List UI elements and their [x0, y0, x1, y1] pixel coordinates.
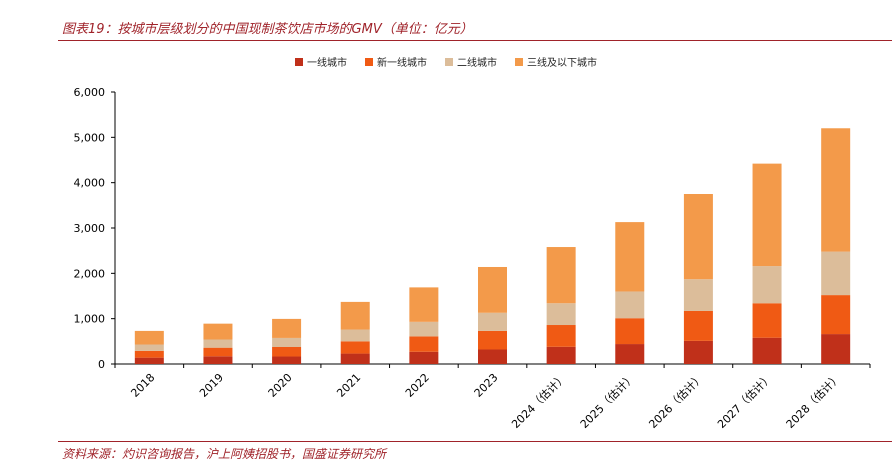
source-note: 资料来源：灼识咨询报告，沪上阿姨招股书，国盛证券研究所 [62, 447, 387, 461]
legend-label-tier2: 二线城市 [457, 58, 497, 69]
bar-segment-tier2 [752, 266, 782, 304]
bar-segment-tier2 [615, 291, 645, 319]
bar-segment-tier1 [478, 349, 507, 364]
bar-segment-newtier1 [478, 330, 507, 350]
bar-segment-tier3 [340, 301, 370, 330]
bar-segment-tier1 [683, 340, 713, 364]
bar-segment-tier2 [203, 339, 233, 348]
x-tick-label: 2026（估计） [646, 371, 706, 431]
bar-segment-tier1 [272, 356, 302, 364]
x-tick-label: 2028（估计） [784, 371, 844, 431]
bar-segment-tier3 [409, 287, 439, 322]
bar-segment-tier2 [272, 337, 302, 347]
legend-swatch-newtier1 [365, 57, 373, 66]
legend-label-newtier1: 新一线城市 [377, 58, 427, 69]
bar-segment-tier3 [134, 330, 164, 345]
bar-segment-tier1 [134, 357, 164, 364]
x-tick-label: 2018 [128, 371, 157, 400]
bar-segment-tier3 [752, 163, 782, 267]
legend-swatch-tier3 [515, 57, 523, 66]
bar-segment-tier2 [821, 251, 851, 296]
bar-segment-newtier1 [203, 347, 233, 357]
x-tick-label: 2020 [266, 371, 295, 400]
bar-segment-newtier1 [615, 318, 645, 345]
bar-segment-tier3 [203, 323, 233, 340]
x-tick-label: 2021 [334, 371, 363, 400]
x-tick-label: 2024（估计） [509, 371, 569, 431]
y-tick-label: 1,000 [74, 313, 106, 326]
x-tick-label: 2025（估计） [578, 371, 638, 431]
bar-segment-newtier1 [134, 350, 164, 358]
bar-segment-tier3 [821, 128, 851, 252]
bar-segment-tier1 [615, 344, 645, 364]
bar-segment-tier2 [409, 321, 439, 337]
bar-segment-tier1 [752, 337, 782, 364]
legend-swatch-tier1 [295, 57, 303, 66]
legend: 一线城市 新一线城市 二线城市 三线及以下城市 [0, 54, 892, 69]
y-tick-label: 2,000 [74, 267, 106, 280]
bar-segment-tier1 [409, 351, 439, 364]
legend-swatch-tier2 [445, 57, 453, 66]
chart-title: 图表19：按城市层级划分的中国现制茶饮店市场的GMV（单位：亿元） [62, 22, 473, 37]
x-tick-label: 2027（估计） [715, 371, 775, 431]
y-tick-label: 5,000 [74, 131, 106, 144]
y-tick-label: 0 [98, 358, 105, 371]
bar-segment-tier3 [478, 266, 507, 313]
y-tick-label: 3,000 [74, 222, 106, 235]
bar-segment-tier3 [615, 222, 645, 292]
legend-label-tier3: 三线及以下城市 [527, 58, 597, 69]
bar-segment-tier2 [546, 303, 576, 326]
bar-segment-tier2 [478, 312, 507, 331]
bar-segment-tier2 [683, 279, 713, 311]
bar-segment-newtier1 [752, 303, 782, 338]
bar-segment-tier3 [546, 247, 576, 304]
bar-segment-newtier1 [821, 295, 851, 335]
title-rule [58, 40, 892, 41]
bar-segment-tier1 [821, 334, 851, 364]
bar-segment-newtier1 [272, 347, 302, 357]
x-tick-label: 2019 [197, 371, 226, 400]
bar-segment-tier2 [134, 344, 164, 351]
y-tick-label: 4,000 [74, 177, 106, 190]
legend-item-tier1: 一线城市 [295, 54, 347, 69]
bar-segment-tier3 [683, 194, 713, 280]
legend-label-tier1: 一线城市 [307, 58, 347, 69]
y-tick-label: 6,000 [74, 86, 106, 99]
source-rule [58, 441, 892, 442]
x-tick-label: 2023 [472, 371, 501, 400]
bar-segment-newtier1 [546, 325, 576, 347]
bar-segment-tier1 [546, 346, 576, 364]
bar-segment-tier3 [272, 318, 302, 338]
stacked-bar-chart: 0 1,000 2,000 3,000 4,000 5,000 6,000 2018 2019 2… [74, 86, 871, 431]
bar-segment-newtier1 [409, 336, 439, 352]
bar-segment-newtier1 [683, 310, 713, 341]
legend-item-newtier1: 新一线城市 [365, 54, 427, 69]
bar-segment-tier1 [340, 353, 370, 364]
bar-segment-newtier1 [340, 341, 370, 354]
legend-item-tier2: 二线城市 [445, 54, 497, 69]
bar-segment-tier2 [340, 329, 370, 342]
legend-item-tier3: 三线及以下城市 [515, 54, 597, 69]
bar-segment-tier1 [203, 356, 233, 364]
x-tick-label: 2022 [403, 371, 432, 400]
